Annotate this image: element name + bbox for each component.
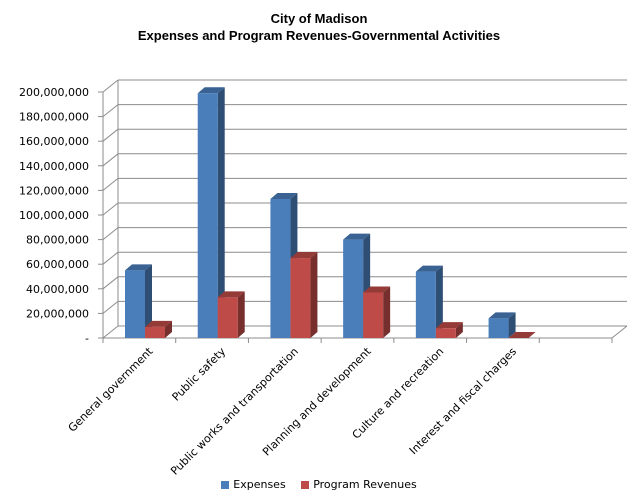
gridline-side bbox=[102, 301, 119, 314]
bar-top-expenses bbox=[415, 265, 443, 272]
x-tick-label: Public works and transportation bbox=[168, 345, 301, 478]
gridline-side bbox=[102, 325, 119, 339]
bar-program-revenues bbox=[290, 258, 311, 338]
y-tick-label: 120,000,000 bbox=[19, 184, 89, 197]
gridline-side bbox=[102, 128, 119, 142]
legend-swatch-program-revenues bbox=[301, 480, 310, 489]
bar-side-program-revenues bbox=[455, 322, 463, 338]
legend-label-program-revenues: Program Revenues bbox=[313, 478, 417, 491]
gridline-side bbox=[102, 251, 119, 265]
bar-top-program-revenues bbox=[290, 252, 318, 259]
bar-side-program-revenues bbox=[165, 320, 172, 338]
gridline-side bbox=[102, 79, 119, 93]
bar-top-program-revenues bbox=[363, 286, 391, 293]
bar-side-expenses bbox=[508, 312, 516, 338]
y-tick-label: 160,000,000 bbox=[19, 135, 89, 148]
gridline-side bbox=[102, 202, 119, 216]
bar-top-program-revenues bbox=[508, 332, 536, 338]
legend-item-program-revenues: Program Revenues bbox=[301, 478, 417, 491]
floor-edge bbox=[611, 325, 628, 339]
bar-expenses bbox=[488, 318, 509, 338]
y-tick-label: 200,000,000 bbox=[19, 86, 89, 99]
y-tick-label: 180,000,000 bbox=[19, 111, 89, 124]
y-tick-label: 80,000,000 bbox=[26, 234, 89, 247]
bar-top-program-revenues bbox=[435, 322, 463, 329]
bar-program-revenues bbox=[217, 297, 238, 338]
gridline-side bbox=[102, 153, 119, 167]
bar-expenses bbox=[270, 199, 291, 338]
legend-swatch-expenses bbox=[221, 480, 230, 489]
bar-program-revenues bbox=[363, 292, 384, 338]
bar-expenses bbox=[125, 270, 145, 338]
bar-top-expenses bbox=[125, 264, 152, 271]
gridline-side bbox=[102, 276, 119, 290]
bar-top-program-revenues bbox=[145, 320, 172, 327]
gridline-side bbox=[102, 104, 119, 117]
bar-side-expenses bbox=[217, 87, 225, 338]
x-tick-label: General government bbox=[66, 344, 156, 434]
bar-program-revenues bbox=[145, 326, 165, 338]
bar-expenses bbox=[343, 239, 364, 338]
bar-program-revenues bbox=[435, 328, 456, 338]
legend-label-expenses: Expenses bbox=[233, 478, 286, 491]
bar-top-expenses bbox=[488, 312, 516, 319]
legend: Expenses Program Revenues bbox=[0, 478, 638, 492]
bar-top-expenses bbox=[270, 193, 298, 200]
y-tick-label: 40,000,000 bbox=[26, 283, 89, 296]
chart-title-block: City of Madison Expenses and Program Rev… bbox=[0, 10, 638, 44]
x-tick-label: Public safety bbox=[170, 345, 229, 404]
bar-side-expenses bbox=[145, 264, 152, 338]
bar-top-expenses bbox=[197, 87, 225, 94]
y-tick-label: 20,000,000 bbox=[26, 307, 89, 320]
y-tick-label: - bbox=[85, 332, 89, 345]
bar-expenses bbox=[197, 93, 218, 338]
y-tick-label: 140,000,000 bbox=[19, 160, 89, 173]
legend-item-expenses: Expenses bbox=[221, 478, 286, 491]
bar-top-program-revenues bbox=[217, 291, 245, 298]
bar-expenses bbox=[415, 271, 436, 338]
chart-title: City of Madison bbox=[270, 11, 368, 26]
gridline-side bbox=[102, 178, 119, 191]
bar-top-expenses bbox=[343, 233, 371, 240]
gridline-side bbox=[102, 227, 119, 240]
bar-side-program-revenues bbox=[383, 286, 391, 338]
y-tick-label: 60,000,000 bbox=[26, 258, 89, 271]
y-tick-label: 100,000,000 bbox=[19, 209, 89, 222]
bar-side-expenses bbox=[435, 265, 443, 338]
bar-side-program-revenues bbox=[237, 291, 245, 338]
bar-side-program-revenues bbox=[310, 252, 318, 338]
chart-subtitle: Expenses and Program Revenues-Government… bbox=[137, 28, 501, 43]
